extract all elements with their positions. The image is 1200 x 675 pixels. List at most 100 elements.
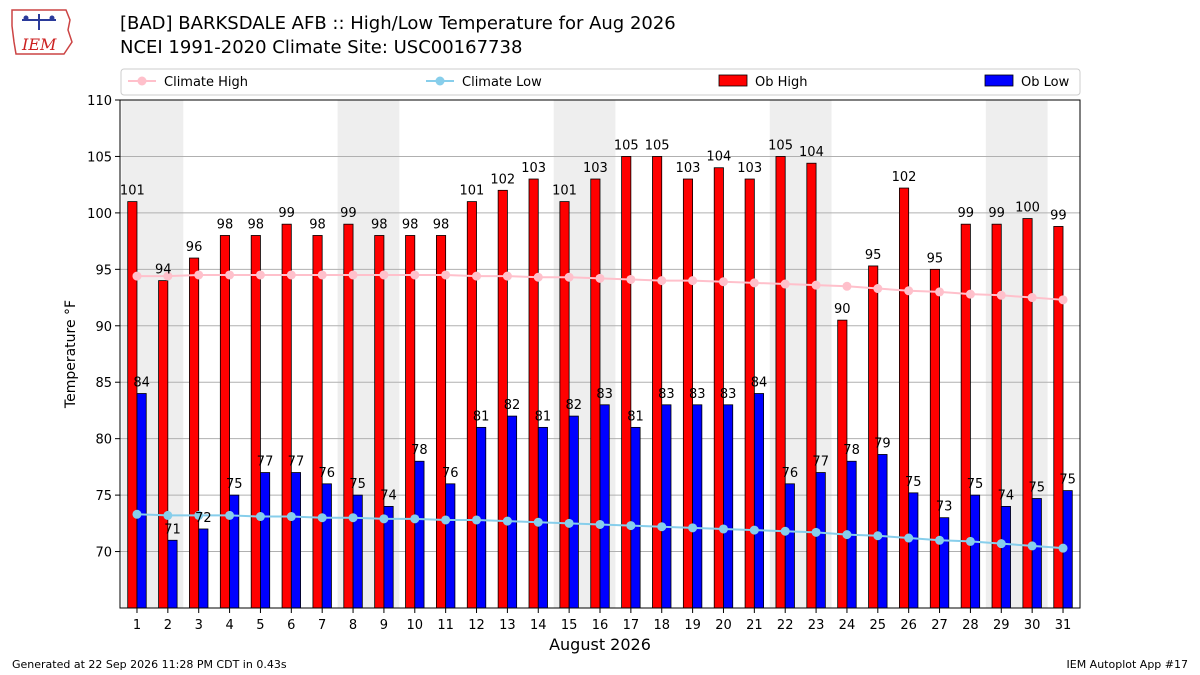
x-tick-label: 7 xyxy=(318,618,326,633)
ob-low-bar xyxy=(229,494,240,609)
weekend-bands xyxy=(121,100,1048,608)
x-tick-label: 21 xyxy=(746,618,763,633)
app-label: IEM Autoplot App #17 xyxy=(1066,658,1189,671)
ob-high-label: 102 xyxy=(892,170,917,185)
y-tick-label: 105 xyxy=(87,150,112,165)
x-tick-label: 11 xyxy=(437,618,454,633)
climate-low-point xyxy=(286,512,296,522)
climate-high-point xyxy=(811,280,821,290)
ob-low-label: 84 xyxy=(133,376,150,391)
ob-low-bar xyxy=(908,492,919,609)
ob-low-bar xyxy=(661,404,672,609)
ob-high-bar xyxy=(991,223,1002,609)
climate-low-point xyxy=(317,513,327,523)
ob-low-bar xyxy=(723,404,734,609)
climate-low-point xyxy=(225,510,235,520)
ob-high-bar xyxy=(158,280,169,609)
x-tick-label: 19 xyxy=(684,618,701,633)
ob-low-label: 75 xyxy=(1059,473,1076,488)
ob-high-bar xyxy=(868,265,879,609)
ob-high-label: 105 xyxy=(614,138,639,153)
ob-high-bar xyxy=(806,162,817,609)
ob-high-bar xyxy=(1053,226,1064,609)
climate-low-point xyxy=(1058,543,1068,553)
x-tick-label: 23 xyxy=(808,618,825,633)
x-tick-label: 26 xyxy=(900,618,917,633)
ob-high-bar xyxy=(281,223,292,609)
ob-low-label: 77 xyxy=(288,455,305,470)
x-tick-label: 5 xyxy=(256,618,264,633)
ob-high-label: 102 xyxy=(490,172,515,187)
climate-high-point xyxy=(225,270,235,280)
ob-low-bar xyxy=(939,517,950,609)
climate-high-point xyxy=(255,270,265,280)
climate-low-point xyxy=(688,523,698,533)
climate-high-point xyxy=(749,278,759,288)
ob-low-bar xyxy=(846,460,857,609)
y-tick-label: 110 xyxy=(87,94,112,109)
legend-climate-low: Climate Low xyxy=(462,75,542,90)
ob-high-label: 94 xyxy=(155,263,172,278)
climate-low-point xyxy=(780,526,790,536)
ob-high-label: 90 xyxy=(834,302,851,317)
ob-high-label: 103 xyxy=(676,161,701,176)
ob-low-label: 77 xyxy=(257,455,274,470)
climate-low-point xyxy=(348,513,358,523)
x-tick-label: 13 xyxy=(499,618,516,633)
ob-low-bar xyxy=(198,528,209,609)
x-tick-label: 18 xyxy=(653,618,670,633)
ob-low-label: 84 xyxy=(751,376,768,391)
ob-low-label: 81 xyxy=(473,409,490,424)
ob-high-label: 105 xyxy=(768,138,793,153)
ob-low-bar xyxy=(167,539,178,609)
climate-low-point xyxy=(194,510,204,520)
x-tick-label: 2 xyxy=(164,618,172,633)
x-tick-label: 29 xyxy=(993,618,1010,633)
climate-low-point xyxy=(564,518,574,528)
x-tick-label: 31 xyxy=(1055,618,1072,633)
ob-low-label: 78 xyxy=(411,443,428,458)
climate-high-line xyxy=(136,273,1064,301)
ob-low-bar xyxy=(506,415,518,609)
ob-high-bar xyxy=(219,235,230,609)
ob-high-label: 101 xyxy=(459,184,484,199)
climate-high-point xyxy=(502,271,512,281)
ob-high-label: 99 xyxy=(340,206,357,221)
ob-high-label: 99 xyxy=(278,206,295,221)
weekend-band xyxy=(337,100,400,608)
climate-lines xyxy=(132,270,1068,553)
ob-low-label: 76 xyxy=(319,466,336,481)
climate-high-point xyxy=(718,277,728,287)
iowa-outline-shape xyxy=(11,9,73,55)
y-tick-label: 95 xyxy=(95,263,112,278)
x-axis-label: August 2026 xyxy=(549,635,651,654)
legend-ob-high-swatch xyxy=(718,74,748,87)
climate-high-point xyxy=(132,271,142,281)
ob-high-label: 98 xyxy=(371,217,388,232)
climate-high-point xyxy=(472,271,482,281)
climate-low-point xyxy=(842,530,852,540)
ob-high-label: 99 xyxy=(988,206,1005,221)
ob-high-bar xyxy=(312,235,323,609)
climate-high-point xyxy=(626,274,636,284)
ob-high-label: 95 xyxy=(865,248,882,263)
climate-low-point xyxy=(626,521,636,531)
y-axis-label: Temperature °F xyxy=(63,300,79,409)
climate-high-point xyxy=(1027,293,1037,303)
climate-low-point xyxy=(441,515,451,525)
x-tick-label: 24 xyxy=(839,618,856,633)
climate-low-point xyxy=(595,519,605,529)
climate-high-point xyxy=(996,290,1006,300)
ob-low-bar xyxy=(1062,490,1073,609)
climate-low-point xyxy=(996,539,1006,549)
ob-high-label: 104 xyxy=(799,145,824,160)
ob-high-bar xyxy=(528,178,539,609)
ob-low-label: 83 xyxy=(596,387,613,402)
ob-low-label: 75 xyxy=(1029,480,1046,495)
ob-high-bar xyxy=(405,235,416,609)
ob-low-label: 75 xyxy=(349,477,366,492)
ob-high-bar xyxy=(435,235,447,609)
weekend-band xyxy=(121,100,184,608)
climate-high-point xyxy=(842,281,852,291)
ob-low-bar xyxy=(784,483,795,609)
